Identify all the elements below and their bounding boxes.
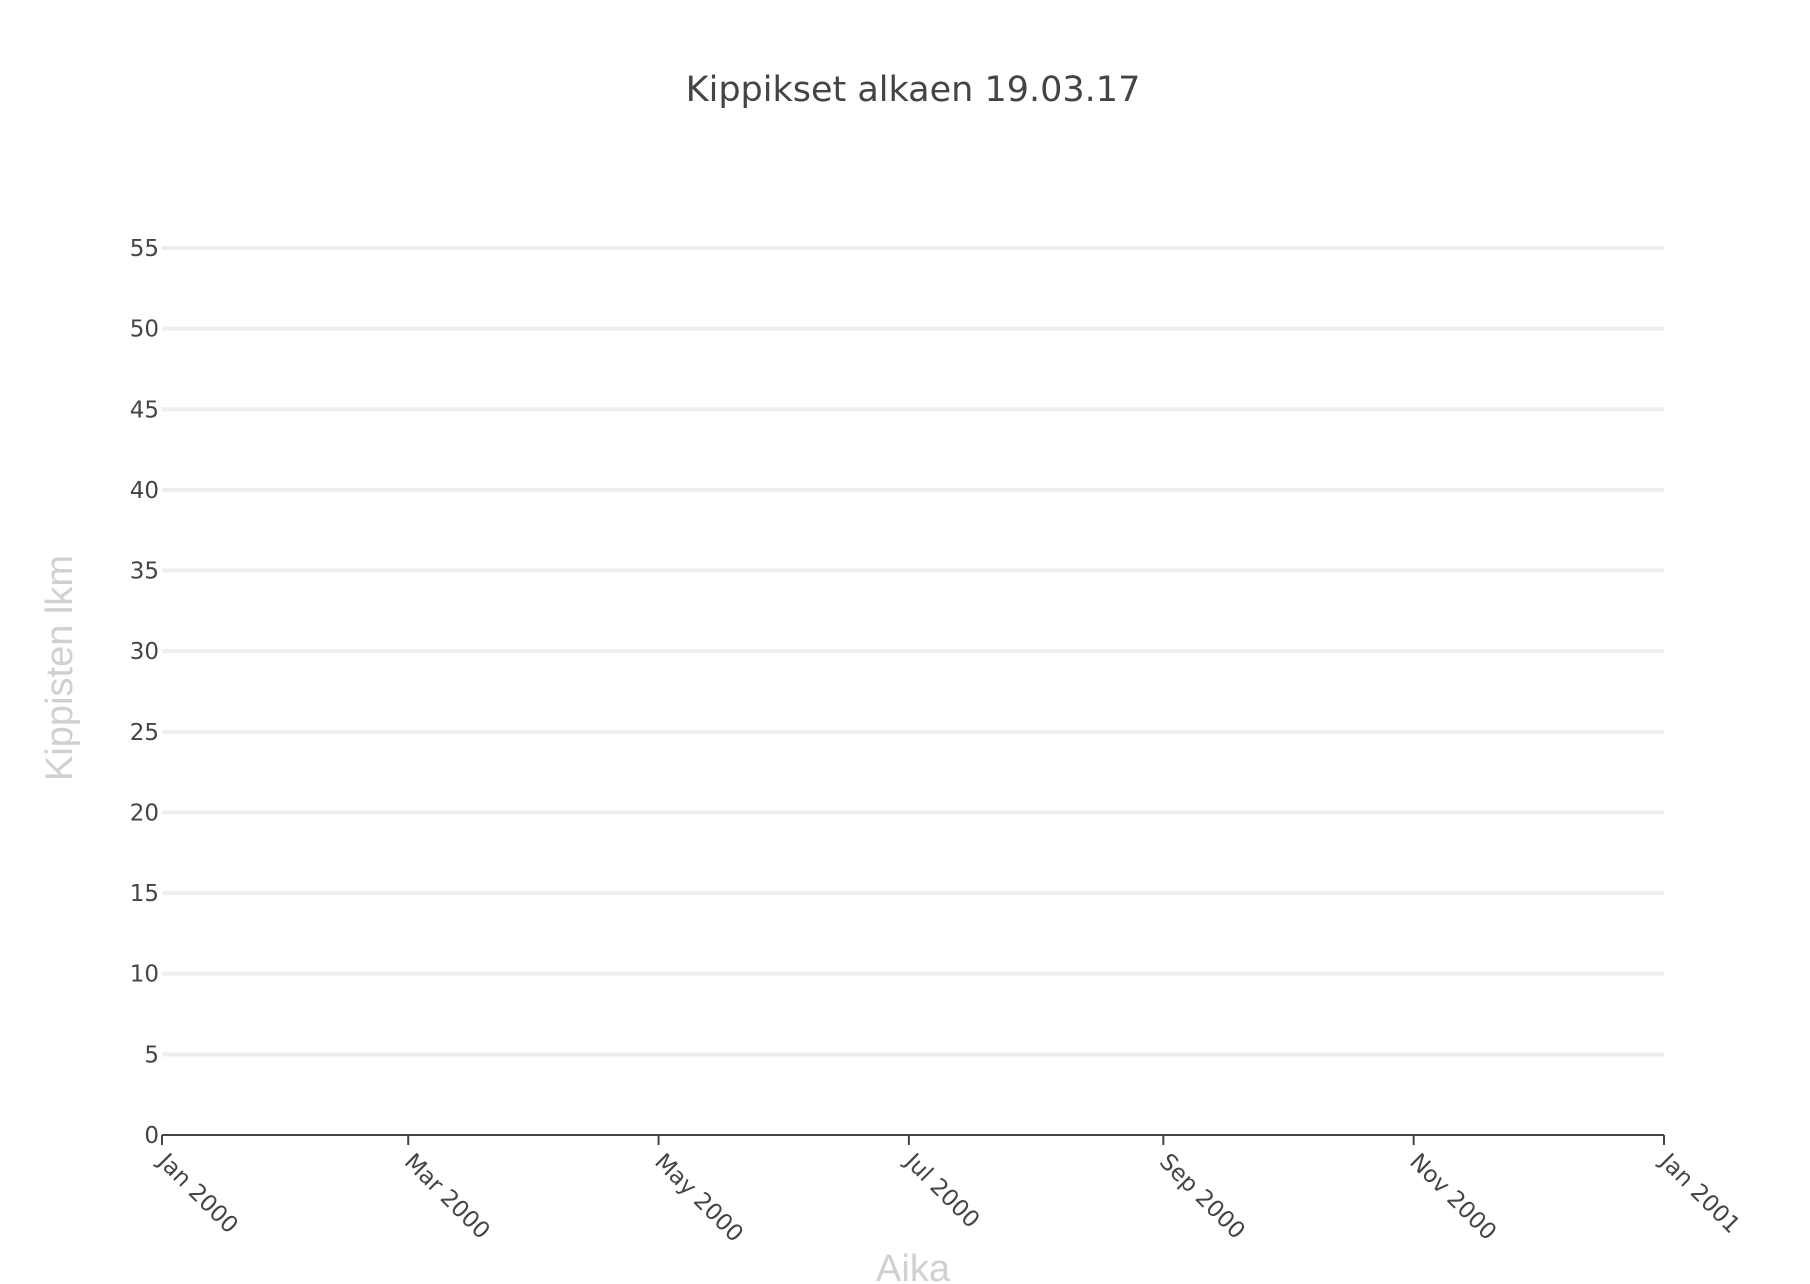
y-tick-label: 20 (130, 800, 159, 826)
y-tick-label: 40 (130, 478, 159, 504)
y-tick-label: 45 (130, 397, 159, 423)
y-tick-label: 35 (130, 559, 159, 585)
y-tick-label: 0 (144, 1123, 159, 1149)
y-axis-title: Kippisten lkm (39, 555, 81, 781)
chart-title: Kippikset alkaen 19.03.17 (686, 70, 1141, 110)
y-tick-label: 5 (144, 1042, 159, 1068)
y-tick-label: 25 (130, 720, 159, 746)
y-tick-label: 50 (130, 317, 159, 343)
gridlines (162, 246, 1664, 1057)
y-tick-label: 15 (130, 881, 159, 907)
y-tick-label: 10 (130, 962, 159, 988)
y-tick-label: 30 (130, 639, 159, 665)
x-axis-title: Aika (876, 1248, 951, 1284)
y-axis-tick-labels: 0 5 10 15 20 25 30 35 40 45 50 55 (130, 236, 159, 1149)
y-tick-label: 55 (130, 236, 159, 262)
